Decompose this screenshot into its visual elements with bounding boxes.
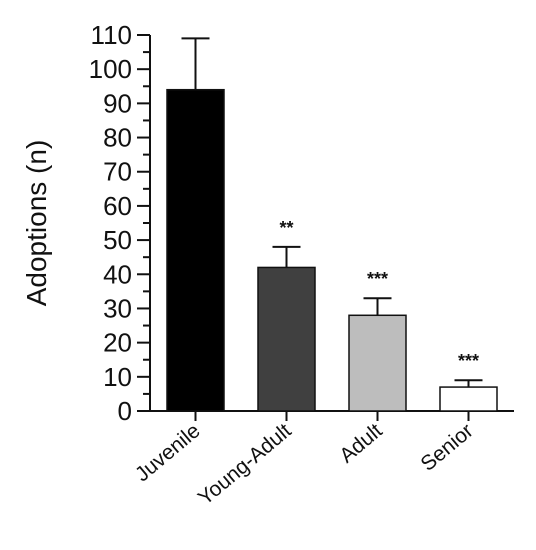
x-tick-label: Young-Adult xyxy=(194,419,296,510)
y-tick-label: 80 xyxy=(103,123,132,153)
significance-label: ** xyxy=(279,218,293,238)
y-tick-label: 0 xyxy=(118,396,132,426)
y-tick-label: 70 xyxy=(103,157,132,187)
y-tick-label: 110 xyxy=(91,20,132,50)
bar-young-adult xyxy=(257,266,316,412)
significance-label: *** xyxy=(367,269,388,289)
y-tick-label: 10 xyxy=(103,362,132,392)
y-tick-label: 60 xyxy=(103,191,132,221)
y-tick-label: 90 xyxy=(103,88,132,118)
y-tick-label: 50 xyxy=(103,225,132,255)
y-tick-label: 100 xyxy=(89,54,132,84)
bar-adult xyxy=(348,314,407,412)
x-tick-label: Juvenile xyxy=(131,419,205,486)
bar-juvenile xyxy=(166,88,225,412)
x-tick-label: Senior xyxy=(416,419,477,476)
y-tick-label: 30 xyxy=(103,293,132,323)
y-tick-label: 40 xyxy=(103,259,132,289)
significance-label: *** xyxy=(458,351,479,371)
x-tick-label: Adult xyxy=(335,419,387,467)
plot-area: 0 10 20 30 40 50 60 70 80 90 100 110 JuvenileYoung-A… xyxy=(89,20,514,510)
bar-senior xyxy=(439,386,498,412)
y-axis-title: Adoptions (n) xyxy=(21,140,52,307)
y-tick-label: 20 xyxy=(103,328,132,358)
